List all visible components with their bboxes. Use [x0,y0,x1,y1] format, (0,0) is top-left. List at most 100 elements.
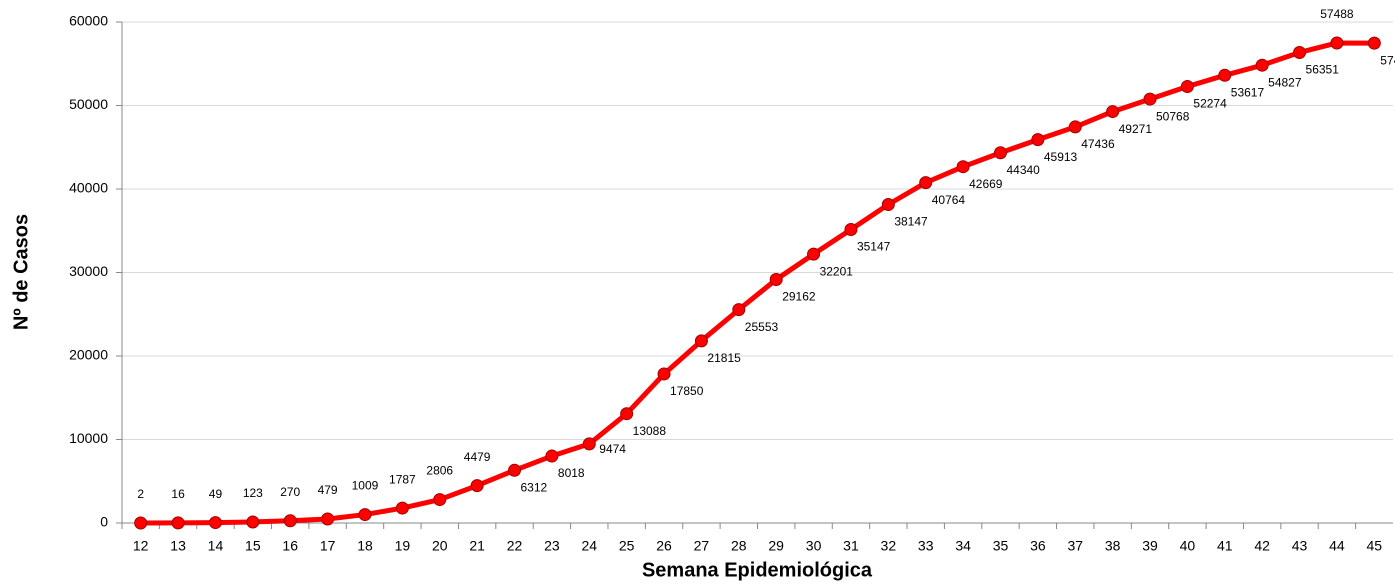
x-tick-label: 25 [619,538,635,554]
data-label: 270 [280,485,300,499]
x-tick-label: 45 [1367,538,1383,554]
x-tick-label: 31 [843,538,859,554]
data-point [470,479,484,493]
x-tick-label: 16 [282,538,298,554]
x-tick-label: 18 [357,538,373,554]
x-tick-label: 17 [320,538,336,554]
x-tick-label: 28 [731,538,747,554]
data-point [1367,36,1381,50]
data-label: 25553 [745,320,779,334]
data-label: 17850 [670,384,704,398]
data-point [807,247,821,261]
x-tick-label: 42 [1254,538,1270,554]
data-label: 123 [243,486,263,500]
data-label: 47436 [1081,137,1115,151]
data-point [769,272,783,286]
x-tick-label: 36 [1030,538,1046,554]
data-label: 49271 [1119,122,1153,136]
data-point [358,508,372,522]
data-label: 38147 [894,215,928,229]
x-tick-label: 21 [469,538,485,554]
data-label: 54827 [1268,75,1302,89]
y-tick-label: 50000 [69,96,108,112]
data-label: 29162 [782,290,816,304]
x-tick-label: 40 [1180,538,1196,554]
data-label: 40764 [932,193,966,207]
y-tick-label: 40000 [69,180,108,196]
y-tick-label: 10000 [69,430,108,446]
data-label: 53617 [1231,85,1265,99]
y-tick-label: 20000 [69,347,108,363]
data-point [171,516,185,530]
data-label: 6312 [521,480,548,494]
data-point [545,449,559,463]
data-label: 13088 [633,424,667,438]
data-label: 1787 [389,472,416,486]
data-label: 32201 [820,264,854,278]
x-tick-label: 43 [1292,538,1308,554]
series-line [140,40,1375,526]
x-tick-label: 29 [768,538,784,554]
data-point [1218,68,1232,82]
data-point [1031,133,1045,147]
data-point [732,303,746,317]
data-point [1180,80,1194,94]
data-label: 8018 [558,466,585,480]
data-label: 42669 [969,177,1003,191]
y-tick-label: 60000 [69,13,108,29]
data-label: 479 [318,483,338,497]
y-tick-label: 0 [100,514,108,530]
x-tick-label: 30 [806,538,822,554]
data-label: 49 [209,487,223,501]
data-point [1293,45,1307,59]
data-point [694,334,708,348]
data-point [1255,58,1269,72]
x-tick-label: 20 [432,538,448,554]
data-point [844,223,858,237]
data-label: 44340 [1006,163,1040,177]
x-tick-label: 38 [1105,538,1121,554]
x-tick-label: 13 [170,538,186,554]
data-label: 4479 [464,450,491,464]
x-tick-label: 37 [1067,538,1083,554]
data-point [1143,92,1157,106]
x-tick-label: 33 [918,538,934,554]
data-label: 2806 [426,464,453,478]
data-label: 56351 [1306,63,1340,77]
x-tick-label: 41 [1217,538,1233,554]
x-tick-label: 39 [1142,538,1158,554]
x-tick-label: 24 [581,538,597,554]
y-tick-label: 30000 [69,263,108,279]
x-tick-label: 44 [1329,538,1345,554]
data-point [283,514,297,528]
data-label: 2 [137,487,144,501]
data-label: 35147 [857,240,891,254]
x-tick-label: 35 [993,538,1009,554]
data-point [1106,105,1120,119]
data-label: 45913 [1044,150,1078,164]
x-tick-label: 12 [133,538,149,554]
data-point [508,463,522,477]
x-axis-title: Semana Epidemiológica [642,559,873,581]
data-point [134,516,148,530]
data-label: 50768 [1156,109,1190,123]
data-label: 16 [171,487,185,501]
data-point [881,197,895,211]
x-tick-label: 14 [208,538,224,554]
data-point [433,493,447,507]
data-label: 57488 [1320,7,1354,21]
x-tick-label: 34 [955,538,971,554]
x-tick-label: 19 [395,538,411,554]
data-point [657,367,671,381]
data-point [321,512,335,526]
data-point [1068,120,1082,134]
data-label: 9474 [599,442,626,456]
data-point [993,146,1007,160]
data-label: 1009 [352,479,379,493]
data-point [246,515,260,529]
data-point [919,176,933,190]
data-point [956,160,970,174]
data-label: 21815 [707,351,741,365]
